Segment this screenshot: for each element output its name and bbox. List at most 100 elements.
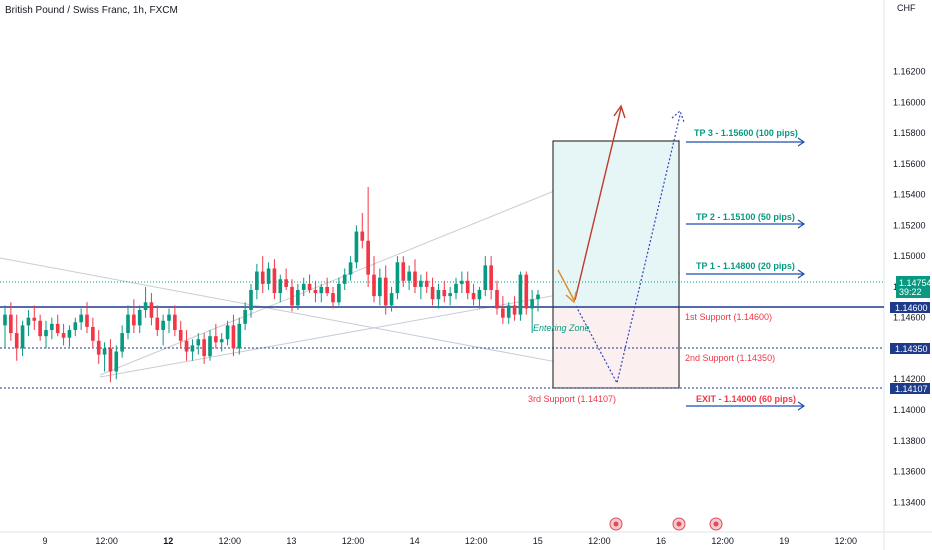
price-tick-label: 1.15600 bbox=[893, 159, 926, 169]
price-tick-label: 1.15000 bbox=[893, 251, 926, 261]
candle bbox=[424, 271, 429, 294]
candle bbox=[301, 277, 306, 297]
price-tick-label: 1.13800 bbox=[893, 436, 926, 446]
time-tick-label: 12:00 bbox=[588, 536, 611, 546]
candle bbox=[290, 279, 294, 312]
candle bbox=[202, 333, 206, 364]
support-2-price: 1.14350 bbox=[895, 344, 928, 354]
time-tick-label: 12:00 bbox=[465, 536, 488, 546]
candle bbox=[471, 283, 476, 306]
candle bbox=[489, 256, 493, 300]
time-tick-label: 12:00 bbox=[711, 536, 734, 546]
price-tick-label: 1.13400 bbox=[893, 497, 926, 507]
candle bbox=[96, 330, 101, 364]
support-3-price-box: 1.14107 bbox=[890, 383, 930, 394]
candle bbox=[366, 186, 370, 287]
tp3-label: TP 3 - 1.15600 (100 pips) bbox=[694, 128, 798, 138]
candle bbox=[524, 271, 529, 315]
candle bbox=[231, 314, 236, 357]
candle bbox=[266, 262, 271, 290]
candle bbox=[50, 317, 54, 340]
candle bbox=[149, 293, 154, 326]
candle bbox=[85, 302, 89, 334]
price-tick-label: 1.14000 bbox=[893, 405, 926, 415]
candle bbox=[337, 277, 341, 306]
target-zone-box bbox=[552, 140, 680, 308]
tp2-label: TP 2 - 1.15100 (50 pips) bbox=[696, 212, 795, 222]
bullish-path-arrow bbox=[574, 107, 622, 301]
event-icon[interactable] bbox=[609, 517, 623, 531]
price-axis-ticks: 1.16200 1.16000 1.15800 1.15600 1.15400 1.152… bbox=[893, 67, 926, 508]
candle bbox=[126, 305, 130, 340]
time-tick-label: 12 bbox=[163, 536, 173, 546]
candle bbox=[454, 277, 458, 300]
candle bbox=[79, 308, 83, 330]
support-1-label: 1st Support (1.14600) bbox=[685, 312, 772, 322]
support-2-price-box: 1.14350 bbox=[890, 343, 930, 354]
candle bbox=[419, 274, 423, 300]
candle bbox=[114, 345, 119, 380]
candle bbox=[108, 339, 113, 383]
candle bbox=[319, 283, 324, 303]
candle bbox=[413, 259, 417, 294]
candle bbox=[284, 268, 288, 290]
entry-arrow bbox=[557, 269, 575, 301]
support-1-price: 1.14600 bbox=[895, 303, 928, 313]
event-icon[interactable] bbox=[709, 517, 723, 531]
current-price-value: 1.14754 bbox=[899, 278, 932, 288]
candle bbox=[249, 283, 253, 318]
candle bbox=[178, 320, 183, 349]
tp1-arrow bbox=[686, 269, 806, 279]
current-price-box: 1.14754 39:22 bbox=[896, 276, 932, 298]
price-axis-panel[interactable] bbox=[884, 0, 932, 550]
candle bbox=[243, 302, 247, 330]
support-1-price-box: 1.14600 bbox=[890, 302, 930, 313]
candle bbox=[161, 314, 165, 346]
time-axis-ticks: 9 12:00 12 12:00 13 12:00 14 12:00 15 12:00 16 12:0… bbox=[42, 536, 857, 546]
candle bbox=[272, 259, 277, 300]
candle bbox=[372, 256, 376, 303]
candle bbox=[137, 305, 142, 334]
candle bbox=[483, 256, 488, 297]
exit-arrow bbox=[686, 401, 806, 411]
entry-arrowhead bbox=[565, 291, 577, 304]
candle bbox=[20, 320, 25, 357]
time-tick-label: 12:00 bbox=[835, 536, 858, 546]
candle bbox=[237, 317, 242, 355]
price-tick-label: 1.13600 bbox=[893, 467, 926, 477]
candle bbox=[196, 333, 201, 355]
candle bbox=[32, 305, 37, 330]
candle bbox=[313, 280, 318, 303]
candle bbox=[61, 323, 66, 346]
candle bbox=[173, 305, 177, 337]
candle bbox=[495, 280, 499, 315]
candle bbox=[38, 314, 42, 341]
time-tick-label: 13 bbox=[286, 536, 296, 546]
candle bbox=[430, 277, 435, 306]
price-tick-label: 1.14600 bbox=[893, 313, 926, 323]
candle bbox=[55, 314, 60, 337]
bearish-path-dotted bbox=[575, 114, 681, 385]
candle bbox=[155, 305, 160, 337]
candle bbox=[348, 256, 353, 281]
candle bbox=[506, 302, 511, 324]
chart-title: British Pound / Swiss Franc, 1h, FXCM bbox=[5, 5, 178, 16]
event-icon[interactable] bbox=[672, 517, 686, 531]
candle bbox=[401, 256, 406, 287]
candle bbox=[325, 277, 329, 297]
candle bbox=[132, 299, 136, 334]
candle bbox=[255, 263, 259, 300]
candle bbox=[219, 333, 224, 352]
candle bbox=[208, 330, 212, 361]
candle bbox=[442, 280, 447, 303]
candle bbox=[14, 314, 19, 361]
candles bbox=[3, 186, 540, 383]
tp2-arrow bbox=[686, 219, 806, 229]
support-3-label: 3rd Support (1.14107) bbox=[528, 394, 616, 404]
candle bbox=[536, 290, 540, 312]
candle bbox=[67, 325, 72, 347]
candle bbox=[190, 339, 195, 361]
candle bbox=[296, 283, 300, 310]
candle bbox=[225, 320, 230, 346]
